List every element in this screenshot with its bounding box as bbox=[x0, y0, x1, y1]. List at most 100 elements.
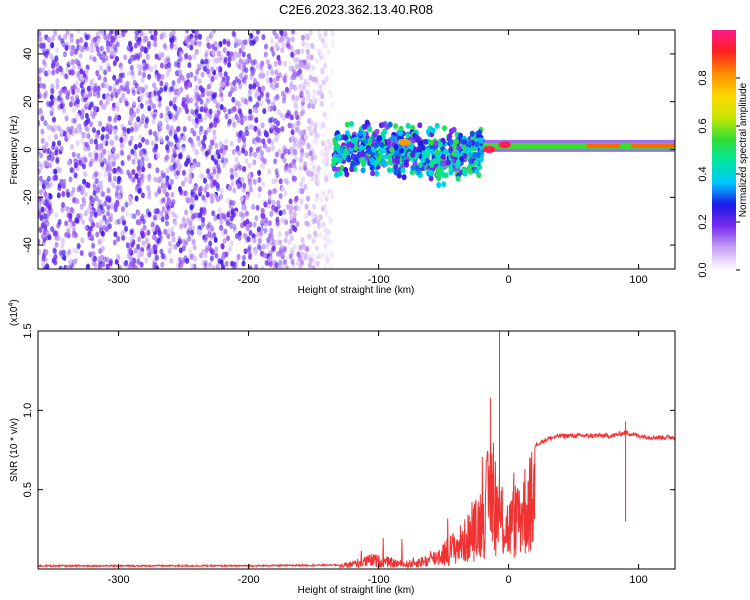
spectrogram-cell bbox=[346, 156, 352, 163]
spectrogram-cell bbox=[183, 255, 188, 262]
spectrogram-cell bbox=[322, 42, 327, 49]
spectrogram-cell bbox=[61, 191, 66, 197]
spectrogram-cell bbox=[216, 159, 221, 166]
spectrogram-cell bbox=[152, 82, 156, 89]
spectrogram-cell bbox=[137, 121, 142, 128]
spectrogram-cell bbox=[204, 233, 209, 240]
spectrogram-cell bbox=[76, 60, 81, 67]
spectrogram-cell bbox=[234, 263, 239, 269]
spectrogram-cell bbox=[75, 139, 80, 146]
spectrogram-cell bbox=[107, 115, 112, 122]
spectrogram-cell bbox=[243, 39, 248, 46]
spectrogram-cell bbox=[199, 98, 204, 105]
spectrogram-cell bbox=[147, 162, 152, 169]
spectrogram-cell bbox=[113, 128, 118, 135]
spectrogram-cell bbox=[49, 54, 54, 61]
spectrogram-cell bbox=[244, 126, 249, 133]
spectrogram-cell bbox=[246, 248, 251, 255]
spectrogram-cell bbox=[159, 112, 164, 119]
spectrogram-cell bbox=[227, 118, 232, 125]
spectrogram-cell bbox=[191, 238, 196, 245]
spectrogram-cell bbox=[169, 244, 174, 251]
spectrogram-cell bbox=[470, 135, 476, 142]
spectrogram-cell bbox=[236, 100, 241, 107]
spectrogram-cell bbox=[235, 131, 240, 138]
spectrogram-cell bbox=[254, 215, 259, 222]
spectrogram-cell bbox=[274, 206, 279, 213]
spectrogram-cell bbox=[106, 47, 111, 54]
spectrogram-cell bbox=[262, 158, 267, 165]
spectrogram-cell bbox=[313, 232, 318, 239]
spectrogram-cell bbox=[309, 98, 314, 105]
spectrogram-cell bbox=[211, 210, 216, 217]
spectrogram-cell bbox=[343, 148, 349, 155]
spectrogram-cell bbox=[266, 98, 271, 105]
spectrogram-cell bbox=[420, 144, 426, 151]
spectrogram-cell bbox=[208, 122, 213, 129]
spectrogram-cell bbox=[173, 129, 178, 136]
spectrogram-cell bbox=[292, 74, 297, 81]
spectrogram-cell bbox=[121, 31, 126, 38]
spectrogram-cell bbox=[131, 169, 136, 175]
spectrogram-cell bbox=[223, 228, 228, 235]
spectrogram-cell bbox=[105, 40, 110, 47]
spectrogram-cell bbox=[148, 98, 153, 105]
spectrogram-cell bbox=[255, 81, 260, 88]
spectrogram-cell bbox=[311, 265, 316, 269]
spectrogram-cell bbox=[84, 41, 88, 48]
spectrogram-cell bbox=[89, 54, 93, 61]
spectrogram-cell bbox=[324, 75, 329, 82]
spectrogram-cell bbox=[287, 122, 292, 129]
spectrogram-cell bbox=[423, 138, 429, 145]
spectrogram-cell bbox=[300, 237, 305, 243]
snr-panel: -300 -200 -100 0 100 1.51.00.5 Height of str… bbox=[8, 299, 676, 596]
spectrogram-cell bbox=[274, 82, 279, 89]
spectrogram-cell bbox=[255, 63, 260, 70]
spectrogram-cell bbox=[160, 216, 165, 223]
spectrogram-cell bbox=[235, 52, 240, 59]
spectrogram-cell bbox=[60, 206, 65, 213]
spectrogram-cell bbox=[202, 209, 207, 216]
spectrogram-cell bbox=[69, 167, 74, 173]
spectrogram-cell bbox=[103, 171, 108, 178]
spectrogram-cell bbox=[144, 91, 149, 98]
spectrogram-cell bbox=[192, 53, 197, 60]
spectrogram-cell bbox=[265, 77, 270, 84]
spectrogram-cell bbox=[65, 250, 70, 257]
spectrogram-cell bbox=[330, 38, 335, 44]
spectrogram-cell bbox=[94, 178, 99, 184]
spectrogram-cell bbox=[76, 243, 81, 249]
spectrogram-cell bbox=[278, 178, 283, 185]
spectrogram-cell bbox=[126, 88, 131, 95]
spectrogram-cell bbox=[105, 256, 110, 263]
spectrogram-cell bbox=[226, 197, 231, 204]
spectrogram-cell bbox=[324, 125, 329, 132]
spectrogram-cell bbox=[145, 64, 150, 71]
spectrogram-cell bbox=[380, 131, 386, 138]
spectrogram-cell bbox=[121, 92, 126, 99]
spectrogram-cell bbox=[70, 143, 74, 150]
spectrogram-cell bbox=[219, 54, 224, 61]
spectrogram-cell bbox=[229, 222, 234, 229]
spectrogram-cell bbox=[287, 167, 292, 174]
spectrogram-cell bbox=[224, 138, 229, 145]
spectrogram-cell bbox=[159, 135, 164, 142]
spectrogram-cell bbox=[226, 50, 231, 57]
spectrogram-cell bbox=[137, 236, 142, 243]
spectrogram-cell bbox=[219, 72, 224, 79]
spectrogram-cell bbox=[114, 190, 119, 197]
spectrogram-cell bbox=[394, 158, 400, 165]
spectrogram-cell bbox=[294, 104, 299, 111]
colorbar: 0.00.20.40.60.8 Normalized spectral ampl… bbox=[697, 30, 749, 278]
x-tick-label: -300 bbox=[108, 274, 130, 286]
spectrogram-cell bbox=[43, 120, 48, 127]
spectrogram-cell bbox=[72, 117, 77, 124]
spectrogram-cell bbox=[100, 133, 105, 140]
spectrogram-x-label: Height of straight line (km) bbox=[298, 285, 415, 296]
spectrogram-cell bbox=[189, 137, 194, 144]
spectrogram-cell bbox=[274, 239, 278, 246]
spectrogram-cell bbox=[328, 264, 333, 269]
spectrogram-cell bbox=[176, 77, 181, 84]
spectrogram-cell bbox=[272, 30, 277, 36]
spectrogram-cell bbox=[272, 245, 276, 252]
